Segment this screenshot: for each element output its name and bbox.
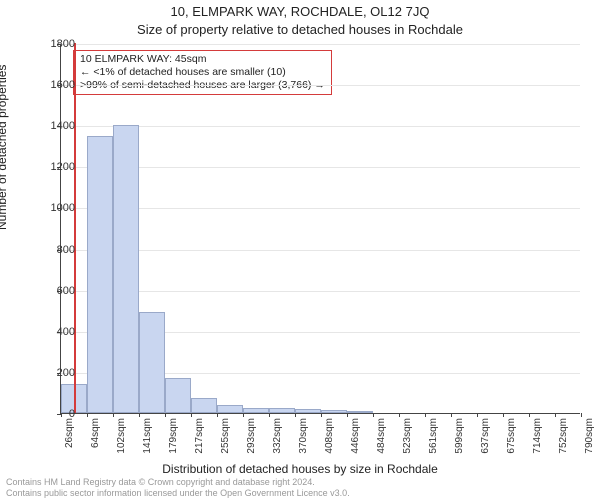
xtick-mark [399,413,400,417]
xtick-label: 675sqm [506,418,517,478]
histogram-bar [269,408,295,413]
xtick-label: 484sqm [376,418,387,478]
chart-container: 10, ELMPARK WAY, ROCHDALE, OL12 7JQ Size… [0,0,600,500]
xtick-mark [295,413,296,417]
xtick-mark [321,413,322,417]
xtick-mark [113,413,114,417]
chart-title-line2: Size of property relative to detached ho… [0,22,600,37]
histogram-bar [113,125,140,413]
xtick-label: 561sqm [428,418,439,478]
xtick-label: 790sqm [584,418,595,478]
xtick-label: 370sqm [298,418,309,478]
xtick-label: 179sqm [168,418,179,478]
gridline-h [61,85,580,86]
xtick-mark [165,413,166,417]
annotation-line: ← <1% of detached houses are smaller (10… [80,66,325,79]
xtick-mark [347,413,348,417]
xtick-label: 64sqm [90,418,101,478]
histogram-bar [165,378,191,413]
xtick-label: 217sqm [194,418,205,478]
xtick-mark [217,413,218,417]
histogram-bar [139,312,165,413]
xtick-mark [191,413,192,417]
xtick-mark [243,413,244,417]
ytick-label: 1400 [25,120,75,132]
xtick-label: 599sqm [454,418,465,478]
xtick-label: 637sqm [480,418,491,478]
histogram-bar [87,136,113,414]
xtick-mark [555,413,556,417]
histogram-bar [347,411,373,413]
xtick-mark [425,413,426,417]
xtick-mark [87,413,88,417]
gridline-h [61,44,580,45]
xtick-label: 752sqm [558,418,569,478]
ytick-label: 600 [25,285,75,297]
xtick-mark [451,413,452,417]
xtick-label: 141sqm [142,418,153,478]
chart-title-line1: 10, ELMPARK WAY, ROCHDALE, OL12 7JQ [0,4,600,19]
histogram-bar [321,410,347,413]
xtick-label: 102sqm [116,418,127,478]
xtick-mark [503,413,504,417]
ytick-label: 1000 [25,202,75,214]
ytick-label: 1800 [25,38,75,50]
xtick-mark [139,413,140,417]
xtick-mark [269,413,270,417]
annotation-line: 10 ELMPARK WAY: 45sqm [80,53,325,66]
xtick-label: 293sqm [246,418,257,478]
xtick-mark [529,413,530,417]
histogram-bar [295,409,321,413]
xtick-label: 26sqm [64,418,75,478]
xtick-mark [581,413,582,417]
footer-line1: Contains HM Land Registry data © Crown c… [6,477,350,487]
ytick-label: 800 [25,244,75,256]
xtick-label: 408sqm [324,418,335,478]
footer-line2: Contains public sector information licen… [6,488,350,498]
xtick-mark [373,413,374,417]
plot-area: 10 ELMPARK WAY: 45sqm← <1% of detached h… [60,44,580,414]
xtick-label: 332sqm [272,418,283,478]
xtick-label: 523sqm [402,418,413,478]
y-axis-label: Number of detached properties [0,65,9,230]
xtick-label: 255sqm [220,418,231,478]
property-marker-line [74,43,76,413]
xtick-label: 446sqm [350,418,361,478]
ytick-label: 400 [25,326,75,338]
ytick-label: 1200 [25,161,75,173]
histogram-bar [217,405,243,413]
histogram-bar [191,398,217,413]
xtick-mark [477,413,478,417]
xtick-label: 714sqm [532,418,543,478]
histogram-bar [243,408,270,413]
ytick-label: 200 [25,367,75,379]
ytick-label: 1600 [25,79,75,91]
annotation-box: 10 ELMPARK WAY: 45sqm← <1% of detached h… [73,50,332,95]
footer-attribution: Contains HM Land Registry data © Crown c… [6,477,350,498]
